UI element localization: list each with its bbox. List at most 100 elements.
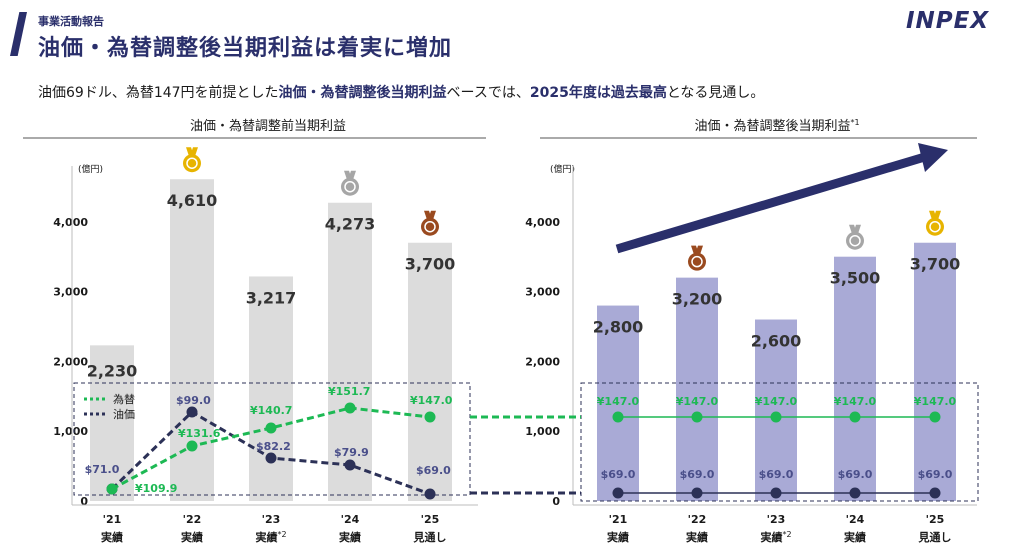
lead-sentence: 油価69ドル、為替147円を前提とした油価・為替調整後当期利益ベースでは、202… xyxy=(38,82,764,102)
panel1-ytick-2: 2,000 xyxy=(53,355,88,368)
panel2-bar-label-2: 2,600 xyxy=(751,332,802,351)
panel1-xsub-1: 実績 xyxy=(181,530,203,544)
panel1-xsub-4: 見通し xyxy=(413,531,447,544)
lead-text-1: 油価69ドル、為替147円を前提とした xyxy=(38,85,279,101)
panel2-medal-silver-icon xyxy=(846,231,864,250)
panel2-medal-bronze-icon xyxy=(688,252,706,271)
panel1-xsub-note-2: *2 xyxy=(277,530,286,539)
panel1-ytick-4: 4,000 xyxy=(53,216,88,229)
panel2-fx-point-3 xyxy=(849,411,861,423)
panel2-fx-point-0 xyxy=(612,411,624,423)
panel2-oil-point-2 xyxy=(770,487,782,499)
panel1-oil-label-0: $71.0 xyxy=(85,463,120,476)
panel2-ytick-2: 2,000 xyxy=(525,355,560,368)
panel1-fx-label-1: ¥131.6 xyxy=(178,427,221,440)
panel2-bar-'24 xyxy=(834,256,876,501)
panel2-ytick-0: 0 xyxy=(552,495,560,508)
panel1-bar-'22 xyxy=(170,179,214,502)
page-title: 油価・為替調整後当期利益は着実に増加 xyxy=(38,36,453,61)
panel1-medal-gold-icon xyxy=(183,154,201,173)
panel2-oil-point-3 xyxy=(849,487,861,499)
panel2-bar-label-3: 3,500 xyxy=(830,269,881,288)
panel2-oil-label-0: $69.0 xyxy=(601,468,636,481)
panel2-ytick-4: 4,000 xyxy=(525,216,560,229)
panel2-xsub-2: 実績*2 xyxy=(760,530,791,544)
panel2-title: 油価・為替調整後当期利益*1 xyxy=(694,118,859,134)
panel1-bar-label-1: 4,610 xyxy=(167,191,218,210)
panel2-overlay-box xyxy=(580,382,979,502)
panel2-bar-'22 xyxy=(676,277,718,501)
panel1-medal-silver-icon xyxy=(341,177,359,196)
panel1-medal-gold-icon-ribbon-right xyxy=(190,147,198,157)
panel1-xtick-1: '22 xyxy=(183,513,202,526)
lead-text-3: となる見通し。 xyxy=(666,85,765,101)
panel1-bar-label-3: 4,273 xyxy=(325,215,376,234)
panel1-bar-'21 xyxy=(90,345,134,501)
panel2-bar-'23 xyxy=(755,319,797,501)
panel2-oil-point-4 xyxy=(929,487,941,499)
panel2-fx-point-4 xyxy=(929,411,941,423)
panel2-xtick-1: '22 xyxy=(688,513,707,526)
panel2-xsub-3: 実績 xyxy=(844,530,866,544)
panel2-bar-'21 xyxy=(597,305,639,501)
panel2-xtick-0: '21 xyxy=(609,513,628,526)
panel1-ytick-0: 0 xyxy=(80,495,88,508)
panel1-xtick-4: '25 xyxy=(421,513,440,526)
panel1-xsub-3: 実績 xyxy=(339,530,361,544)
panel1-medal-silver-icon-ring xyxy=(344,180,356,193)
panel1-xsub-2: 実績*2 xyxy=(255,530,286,544)
panel1-medal-bronze-icon-ribbon-right xyxy=(428,210,436,220)
panel2-ytick-3: 3,000 xyxy=(525,286,560,299)
panel1-oil-point-3 xyxy=(344,459,356,471)
panel1-bar-label-0: 2,230 xyxy=(87,361,138,380)
panel2-oil-label-2: $69.0 xyxy=(759,468,794,481)
panel2-fx-point-2 xyxy=(770,411,782,423)
panel1-yaxis-unit: (億円) xyxy=(78,163,103,175)
panel2-bar-label-4: 3,700 xyxy=(910,255,961,274)
panel1-medal-silver-icon-ribbon-right xyxy=(348,170,356,180)
panel2-medal-gold-icon-ribbon-right xyxy=(933,210,941,220)
panel1-medal-bronze-icon-ring xyxy=(424,220,436,233)
inpex-logo: INPEX xyxy=(906,8,990,34)
lead-text-2: ベースでは、 xyxy=(446,85,530,101)
panel1-bar-label-2: 3,217 xyxy=(246,288,297,307)
panel2-xtick-2: '23 xyxy=(767,513,786,526)
panel2-medal-bronze-icon-ribbon-right xyxy=(695,245,703,255)
panel2-fx-label-3: ¥147.0 xyxy=(834,395,877,408)
panel1-fx-label-3: ¥151.7 xyxy=(328,385,370,398)
panel2-oil-point-1 xyxy=(691,487,703,499)
panel1-oil-label-2: $82.2 xyxy=(256,440,291,453)
panel2-medal-silver-icon-ribbon-right xyxy=(853,224,861,234)
panel2-bar-label-1: 3,200 xyxy=(672,290,723,309)
panel2-xtick-3: '24 xyxy=(846,513,865,526)
panel2-yaxis-unit: (億円) xyxy=(550,163,575,175)
panel2-fx-label-0: ¥147.0 xyxy=(597,395,640,408)
panel1-fx-label-4: ¥147.0 xyxy=(410,394,453,407)
panel1-fx-point-1 xyxy=(186,440,198,452)
panel1-ytick-3: 3,000 xyxy=(53,286,88,299)
panel2-oil-label-4: $69.0 xyxy=(918,468,953,481)
panel2-bar-label-0: 2,800 xyxy=(593,318,644,337)
panel1-oil-point-1 xyxy=(186,406,198,418)
panel2-medal-gold-icon-ring xyxy=(929,220,941,233)
panel1-fx-label-0: ¥109.9 xyxy=(135,482,177,495)
panel2-bar-'25 xyxy=(914,242,956,502)
panel1-bar-'24 xyxy=(328,202,372,501)
panel1-oil-label-1: $99.0 xyxy=(176,394,211,407)
panel2-oil-point-0 xyxy=(612,487,624,499)
panel1-oil-point-2 xyxy=(265,452,277,464)
trend-arrow-head-icon xyxy=(918,143,948,172)
panel2-fx-label-1: ¥147.0 xyxy=(676,395,719,408)
panel2-medal-gold-icon xyxy=(926,217,944,236)
legend-oil-label: 油価 xyxy=(113,407,135,421)
panel1-medal-gold-icon-ring xyxy=(186,157,198,169)
panel2-xsub-1: 実績 xyxy=(686,530,708,544)
panel1-xtick-2: '23 xyxy=(262,513,281,526)
panel2-medal-silver-icon-ring xyxy=(849,234,861,247)
panel1-bar-'25 xyxy=(408,242,452,502)
trend-arrow-line xyxy=(615,151,930,254)
section-label: 事業活動報告 xyxy=(38,15,104,28)
panel1-oil-label-4: $69.0 xyxy=(416,464,451,477)
lead-highlight-1: 油価・為替調整後当期利益 xyxy=(278,85,447,101)
